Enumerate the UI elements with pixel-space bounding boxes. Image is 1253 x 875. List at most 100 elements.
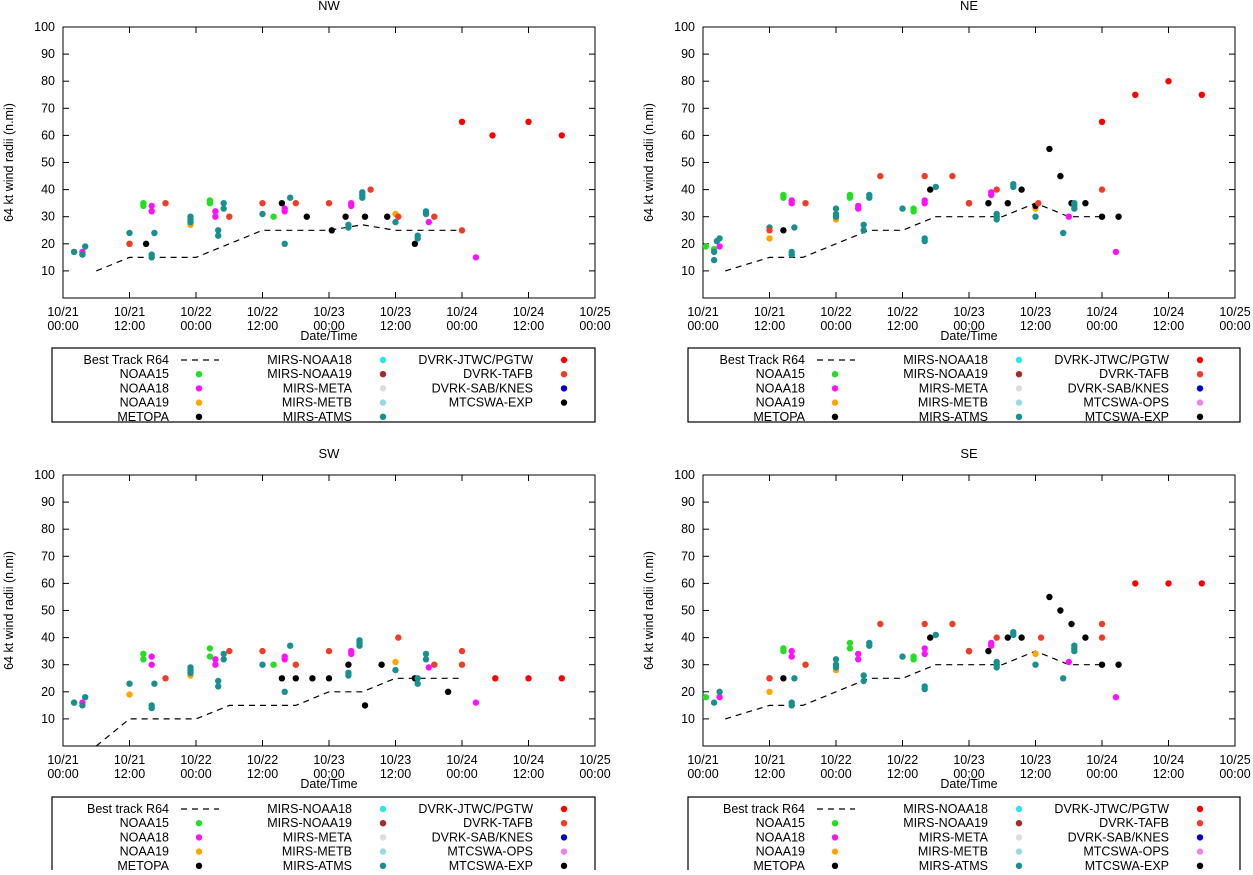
y-tick-label: 50 xyxy=(681,604,695,618)
x-tick-time: 00:00 xyxy=(313,319,344,333)
y-tick-label: 90 xyxy=(681,47,695,61)
legend-label: NOAA18 xyxy=(756,830,805,844)
legend-dot-marker xyxy=(379,356,387,364)
noaa18-point xyxy=(921,200,928,207)
x-tick-time: 00:00 xyxy=(446,767,477,781)
legend-dot-marker xyxy=(195,371,203,378)
legend-label: MIRS-NOAA18 xyxy=(267,353,352,367)
legend-label: MIRS-NOAA18 xyxy=(903,802,988,816)
noaa18-point xyxy=(788,653,795,660)
legend-dot-marker xyxy=(379,385,387,392)
legend-dot-marker xyxy=(560,371,568,378)
mirs-atms-point xyxy=(860,672,867,679)
mirs-atms-point xyxy=(791,675,798,682)
legend-dot-marker xyxy=(1196,848,1204,855)
legend-label: MIRS-ATMS xyxy=(919,410,988,424)
x-axis-title: Date/Time xyxy=(940,777,997,791)
x-tick-date: 10/22 xyxy=(247,305,278,319)
x-tick-date: 10/21 xyxy=(114,753,145,767)
mirs-atms-point xyxy=(422,650,430,658)
dvrk-tafb-point xyxy=(367,186,374,193)
x-tick-date: 10/21 xyxy=(47,305,78,319)
legend-dot-marker xyxy=(560,834,568,841)
x-tick-date: 10/22 xyxy=(247,753,278,767)
legend-label: NOAA18 xyxy=(120,830,169,844)
legend-frame xyxy=(687,796,1241,872)
legend-dot-marker xyxy=(379,862,387,869)
y-tick-label: 100 xyxy=(34,20,55,34)
metopa-point xyxy=(780,675,787,682)
y-tick-label: 30 xyxy=(41,210,55,224)
noaa18-point xyxy=(212,661,219,668)
legend-dot-marker xyxy=(1015,413,1023,420)
y-tick-label: 60 xyxy=(681,128,695,142)
dvrk-tafb-point xyxy=(431,213,438,220)
mirs-atms-point xyxy=(866,642,873,649)
chart-title: NE xyxy=(960,0,978,13)
y-tick-label: 20 xyxy=(41,237,55,251)
noaa18-point xyxy=(921,650,928,658)
metopa-point xyxy=(278,200,286,207)
noaa18-point xyxy=(425,218,432,226)
noaa15-point xyxy=(140,202,147,210)
noaa19-point xyxy=(766,688,773,695)
noaa18-point xyxy=(988,642,995,649)
mirs-atms-point xyxy=(1060,675,1067,682)
legend-dot-marker xyxy=(195,385,203,392)
x-tick-time: 00:00 xyxy=(313,767,344,781)
mirs-atms-point xyxy=(832,213,840,220)
y-axis-title: 64 kt wind radii (n.mi) xyxy=(642,551,656,670)
x-tick-time: 00:00 xyxy=(953,767,984,781)
mirs-atms-point xyxy=(866,194,873,201)
y-tick-label: 30 xyxy=(681,658,695,672)
noaa18-point xyxy=(988,191,995,199)
mirs-atms-point xyxy=(148,254,155,261)
mirs-atms-point xyxy=(832,664,840,671)
y-tick-label: 40 xyxy=(681,631,695,645)
legend-label: MIRS-META xyxy=(283,830,353,844)
y-tick-label: 100 xyxy=(674,468,695,482)
dvrk-tafb-point xyxy=(1098,634,1106,641)
y-axis-title: 64 kt wind radii (n.mi) xyxy=(642,103,656,222)
noaa18-point xyxy=(348,202,355,210)
dvrk-tafb-point xyxy=(877,620,884,628)
mirs-atms-point xyxy=(220,200,227,207)
panel-se: SE10203040506070809010010/2100:0010/2112… xyxy=(642,446,1251,873)
legend-dot-marker xyxy=(1015,862,1023,869)
legend-dot-marker xyxy=(195,820,203,827)
x-tick-date: 10/22 xyxy=(887,305,918,319)
plot-data xyxy=(703,580,1206,720)
x-tick-date: 10/21 xyxy=(754,305,785,319)
metopa-point xyxy=(325,675,333,682)
mirs-atms-point xyxy=(899,653,906,660)
dvrk-tafb-point xyxy=(458,647,466,655)
legend-label: MTCSWA-OPS xyxy=(1083,845,1169,859)
legend-dot-marker xyxy=(831,834,839,841)
metopa-point xyxy=(1098,661,1106,668)
dvrk-jtwc-point xyxy=(558,132,565,139)
noaa15-point xyxy=(780,647,787,655)
x-tick-time: 00:00 xyxy=(820,767,851,781)
mirs-atms-point xyxy=(359,194,366,201)
x-tick-date: 10/22 xyxy=(180,753,211,767)
y-tick-label: 10 xyxy=(681,712,695,726)
legend-dot-marker xyxy=(1196,385,1204,392)
legend-label: METOPA xyxy=(753,859,805,870)
legend-dot-marker xyxy=(560,385,568,392)
panel-sw: SW10203040506070809010010/2100:0010/2112… xyxy=(2,446,611,873)
noaa15-point xyxy=(270,661,277,668)
noaa15-point xyxy=(140,656,147,663)
x-tick-date: 10/24 xyxy=(1153,305,1184,319)
noaa15-point xyxy=(206,653,214,660)
x-tick-time: 00:00 xyxy=(579,319,610,333)
x-tick-time: 00:00 xyxy=(47,767,78,781)
x-axis-title: Date/Time xyxy=(940,329,997,343)
legend-label: MIRS-META xyxy=(919,830,989,844)
y-tick-label: 60 xyxy=(41,576,55,590)
noaa15-point xyxy=(910,656,917,663)
legend-label: MIRS-METB xyxy=(282,845,352,859)
y-tick-label: 60 xyxy=(41,128,55,142)
noaa15-point xyxy=(206,645,214,652)
x-tick-date: 10/22 xyxy=(820,753,851,767)
